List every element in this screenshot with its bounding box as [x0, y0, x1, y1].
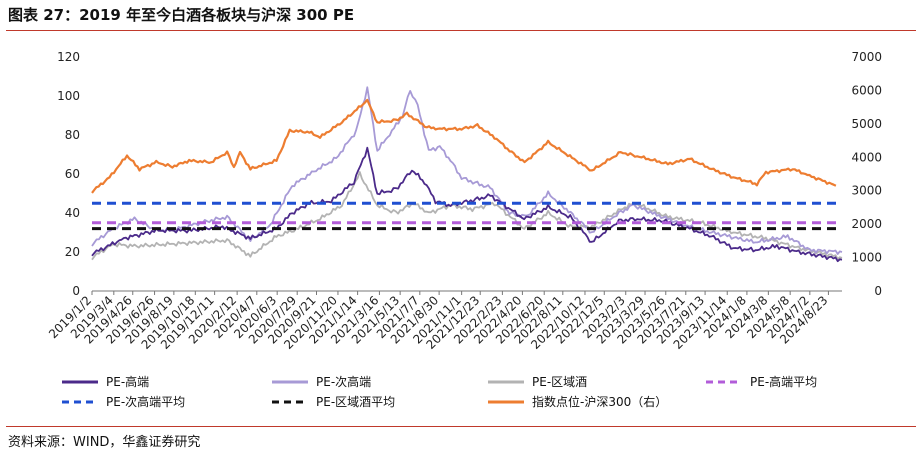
- y-left-tick-label: 60: [65, 167, 80, 181]
- series-lines: [91, 86, 843, 263]
- y-left-tick-label: 0: [72, 284, 80, 298]
- legend-label: PE-次高端平均: [106, 394, 185, 409]
- y-left-tick-label: 100: [57, 89, 80, 103]
- title-divider: [6, 30, 916, 31]
- y-right-tick-label: 6000: [851, 83, 882, 97]
- series-line-PE-高端: [91, 146, 843, 263]
- y-left-tick-label: 20: [65, 245, 80, 259]
- legend-label: 指数点位-沪深300（右）: [532, 394, 667, 409]
- chart-axes: 0 20 40 60 80 100 120 0 1000 2000 3000 4000 5000 6000…: [46, 50, 882, 352]
- legend-label: PE-区域酒: [532, 375, 587, 389]
- y-right-tick-label: 4000: [851, 150, 882, 164]
- y-left-tick-label: 120: [57, 50, 80, 64]
- series-line-PE-次高端: [91, 86, 843, 255]
- chart-legend: PE-高端 PE-次高端 PE-区域酒 PE-高端平均 PE-次高端平均 PE-区域酒平均…: [62, 374, 817, 409]
- legend-label: PE-区域酒平均: [316, 395, 395, 409]
- y-right-tick-label: 2000: [851, 217, 882, 231]
- y-right-tick-label: 1000: [851, 251, 882, 265]
- legend-label: PE-次高端: [316, 374, 371, 389]
- legend-label: PE-高端: [106, 374, 149, 389]
- legend-label: PE-高端平均: [750, 374, 817, 389]
- y-right-tick-label: 5000: [851, 117, 882, 131]
- source-divider: [6, 426, 916, 427]
- y-left-tick-label: 80: [65, 128, 80, 142]
- source-note: 资料来源：WIND，华鑫证券研究: [8, 435, 201, 450]
- series-line-PE-区域酒: [91, 171, 843, 261]
- series-line-指数点位-沪深300（右）: [91, 98, 837, 194]
- y-left-tick-label: 40: [65, 206, 80, 220]
- chart-title: 图表 27：2019 年至今白酒各板块与沪深 300 PE: [8, 6, 355, 24]
- y-right-tick-label: 3000: [851, 184, 882, 198]
- y-right-tick-label: 7000: [851, 50, 882, 64]
- y-right-tick-label: 0: [874, 284, 882, 298]
